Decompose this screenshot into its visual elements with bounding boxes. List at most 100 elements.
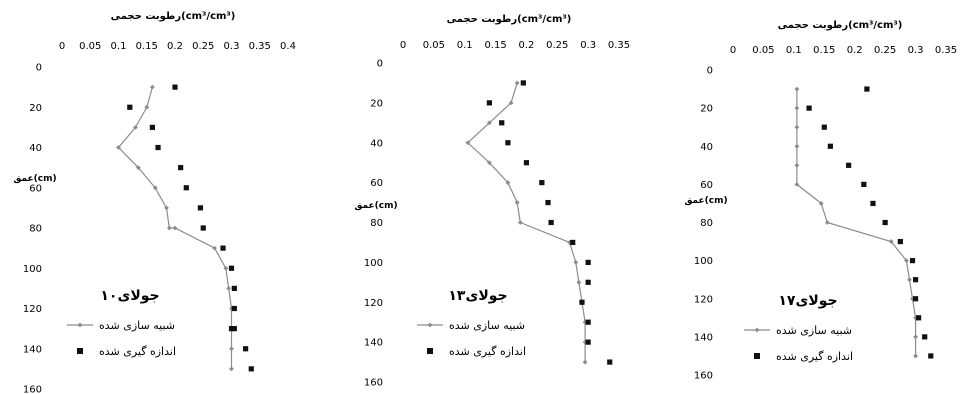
point-simulated xyxy=(150,84,155,90)
point-measured xyxy=(916,315,922,321)
point-simulated xyxy=(794,105,800,111)
x-tick-label: 0.15 xyxy=(484,40,506,51)
y-tick-label: 0 xyxy=(707,66,713,77)
x-tick-label: 0 xyxy=(59,41,65,52)
y-axis-label: عمق(cm) xyxy=(684,196,727,206)
point-measured xyxy=(200,225,206,231)
x-tick-label: 0.2 xyxy=(518,40,534,51)
x-tick-label: 0.05 xyxy=(423,40,445,51)
y-tick-label: 160 xyxy=(23,385,42,394)
point-measured xyxy=(922,334,928,340)
legend-marker-simulated xyxy=(77,322,83,328)
point-measured xyxy=(248,366,254,372)
legend-label-simulated: شبیه سازی شده xyxy=(99,319,175,332)
y-tick-label: 160 xyxy=(364,378,383,389)
point-measured xyxy=(585,319,591,325)
y-tick-label: 120 xyxy=(364,298,383,309)
point-measured xyxy=(228,326,235,332)
point-simulated xyxy=(913,315,918,321)
x-tick-label: 0.3 xyxy=(908,45,924,56)
point-measured xyxy=(231,326,237,332)
y-tick-label: 80 xyxy=(370,218,383,229)
point-measured xyxy=(897,238,903,245)
point-simulated xyxy=(135,165,141,171)
y-tick-label: 80 xyxy=(700,218,713,229)
point-simulated xyxy=(229,346,234,352)
point-simulated xyxy=(517,220,523,225)
point-measured xyxy=(928,353,934,359)
y-tick-label: 0 xyxy=(36,63,42,74)
series-line-simulated xyxy=(796,89,917,356)
point-measured xyxy=(231,305,237,312)
x-tick-label: 0.35 xyxy=(249,41,271,52)
point-simulated xyxy=(487,160,492,166)
point-simulated xyxy=(487,120,492,126)
date-annotation: ۱۰جولای xyxy=(100,288,159,304)
point-simulated xyxy=(133,124,138,130)
point-measured xyxy=(579,299,585,305)
point-measured xyxy=(172,84,178,90)
y-tick-label: 140 xyxy=(23,344,42,355)
point-simulated xyxy=(226,285,232,291)
point-measured xyxy=(821,124,827,130)
x-tick-label: 0.4 xyxy=(280,41,296,52)
point-simulated xyxy=(888,239,894,244)
point-measured xyxy=(909,258,916,264)
point-measured xyxy=(806,105,812,111)
point-simulated xyxy=(514,200,520,205)
x-tick-label: 0 xyxy=(730,45,736,56)
point-simulated xyxy=(166,225,172,231)
point-measured xyxy=(499,120,505,126)
legend-label-measured: اندازه گیری شده xyxy=(449,345,526,358)
chart-title: رطوبت حجمی(cm³/cm³) xyxy=(778,20,903,31)
x-tick-label: 0.15 xyxy=(136,41,158,52)
point-measured xyxy=(127,104,133,110)
legend-marker-simulated xyxy=(427,322,433,328)
point-measured xyxy=(912,277,919,283)
point-simulated xyxy=(794,162,800,168)
y-tick-label: 20 xyxy=(700,104,713,115)
y-tick-label: 100 xyxy=(364,258,383,269)
point-simulated xyxy=(212,245,217,251)
point-simulated xyxy=(824,220,830,225)
y-tick-label: 20 xyxy=(370,98,383,109)
legend-label-simulated: شبیه سازی شده xyxy=(449,319,525,332)
x-tick-label: 0.35 xyxy=(608,40,630,51)
y-tick-label: 100 xyxy=(694,256,713,267)
point-measured xyxy=(607,359,613,365)
y-axis-label: عمق(cm) xyxy=(13,174,56,184)
point-measured xyxy=(882,219,888,226)
point-simulated xyxy=(229,306,234,311)
legend-label-simulated: شبیه سازی شده xyxy=(776,324,852,337)
x-tick-label: 0.25 xyxy=(192,41,214,52)
point-measured xyxy=(520,80,526,86)
point-simulated xyxy=(582,359,588,365)
y-tick-label: 120 xyxy=(23,304,42,315)
y-tick-label: 40 xyxy=(700,142,713,153)
y-tick-label: 40 xyxy=(370,138,383,149)
point-measured xyxy=(505,140,511,146)
y-axis-label: عمق(cm) xyxy=(354,201,397,211)
x-tick-label: 0.1 xyxy=(786,45,802,56)
point-simulated xyxy=(152,185,158,191)
point-simulated xyxy=(582,319,588,325)
point-measured xyxy=(539,180,545,186)
point-measured xyxy=(846,162,852,168)
x-tick-label: 0.25 xyxy=(874,45,896,56)
x-tick-label: 0.35 xyxy=(935,45,957,56)
x-tick-label: 0.2 xyxy=(847,45,863,56)
series-line-simulated xyxy=(117,86,233,369)
y-tick-label: 160 xyxy=(694,371,713,382)
point-measured xyxy=(228,265,235,271)
point-measured xyxy=(870,200,876,207)
y-tick-label: 100 xyxy=(23,264,42,275)
point-simulated xyxy=(794,143,800,149)
x-tick-label: 0.1 xyxy=(457,40,473,51)
point-measured xyxy=(231,285,237,291)
x-tick-label: 0.1 xyxy=(111,41,127,52)
point-simulated xyxy=(223,265,229,271)
point-measured xyxy=(243,346,249,352)
point-simulated xyxy=(794,86,800,92)
date-annotation: ۱۷جولای xyxy=(778,293,837,309)
